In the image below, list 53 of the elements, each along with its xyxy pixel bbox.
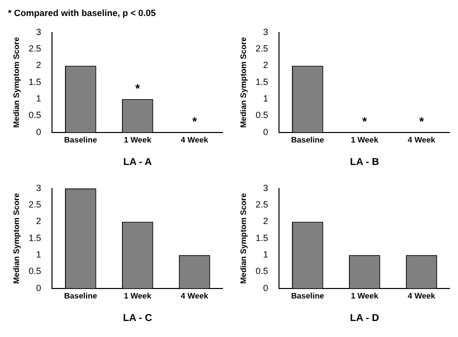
- annotation: *: [192, 114, 198, 129]
- x-tick-label: 4 Week: [408, 135, 436, 144]
- y-tick-label: 1: [263, 250, 268, 260]
- y-tick-label: 2: [263, 216, 268, 226]
- x-axis-title: LA - D: [350, 312, 380, 324]
- x-tick-label: 1 Week: [124, 291, 152, 300]
- annotation: *: [362, 114, 368, 129]
- y-axis-title: Median Symptom Score: [12, 192, 22, 284]
- annotation: *: [419, 114, 424, 129]
- y-tick-label: 2: [36, 216, 42, 226]
- y-tick-label: 2.5: [28, 44, 42, 54]
- y-tick-label: 0.5: [256, 110, 268, 120]
- y-tick-label: 0: [263, 282, 268, 293]
- y-tick-label: 1.5: [28, 232, 42, 243]
- x-tick-label: Baseline: [291, 291, 325, 300]
- y-tick-label: 3: [263, 182, 268, 193]
- y-tick-label: 2: [36, 60, 42, 70]
- y-tick-label: 3: [36, 26, 42, 37]
- x-axis-title: LA - B: [350, 156, 380, 168]
- x-tick-label: 4 Week: [408, 291, 436, 300]
- y-axis-title: Median Symptom Score: [12, 36, 22, 128]
- y-tick-label: 0: [36, 282, 42, 293]
- y-tick-label: 1: [36, 94, 42, 104]
- text: * Compared with baseline, p < 0.05: [8, 8, 157, 20]
- y-tick-label: 2.5: [28, 200, 42, 210]
- x-tick-label: Baseline: [64, 135, 98, 144]
- y-tick-label: 0: [36, 126, 42, 137]
- y-axis-title: Median Symptom Score: [239, 36, 248, 128]
- x-tick-label: Baseline: [291, 135, 325, 144]
- y-tick-label: 3: [36, 182, 42, 193]
- y-tick-label: 1: [263, 94, 268, 104]
- y-tick-label: 2.5: [256, 200, 268, 210]
- x-tick-label: 1 Week: [124, 135, 152, 144]
- y-tick-label: 1: [36, 250, 42, 260]
- x-tick-label: 1 Week: [350, 135, 379, 144]
- y-tick-label: 0.5: [256, 266, 268, 276]
- y-tick-label: 3: [263, 26, 268, 37]
- y-tick-label: 0.5: [28, 266, 42, 276]
- y-tick-label: 1.5: [28, 76, 42, 87]
- y-tick-label: 1.5: [256, 76, 268, 87]
- y-tick-label: 0.5: [28, 110, 42, 120]
- annotation: *: [135, 81, 140, 96]
- y-tick-label: 0: [263, 126, 268, 137]
- x-tick-label: 1 Week: [350, 291, 379, 300]
- x-tick-label: 4 Week: [180, 291, 209, 300]
- y-tick-label: 2: [263, 60, 268, 70]
- y-tick-label: 1.5: [256, 232, 268, 243]
- x-axis-title: LA - A: [123, 156, 152, 168]
- x-axis-title: LA - C: [123, 312, 152, 324]
- y-tick-label: 2.5: [256, 44, 268, 54]
- y-axis-title: Median Symptom Score: [239, 192, 248, 284]
- x-tick-label: 4 Week: [180, 135, 209, 144]
- x-tick-label: Baseline: [64, 291, 98, 300]
